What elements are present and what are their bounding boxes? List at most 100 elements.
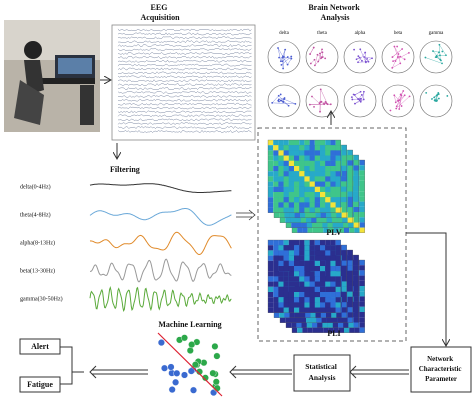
cell xyxy=(273,240,279,246)
cell xyxy=(353,317,359,323)
cell xyxy=(294,271,300,277)
cell xyxy=(347,276,353,282)
cell xyxy=(273,192,279,198)
cell xyxy=(295,217,301,223)
connection xyxy=(354,99,364,104)
cell xyxy=(321,317,327,323)
cell xyxy=(294,140,300,146)
cell xyxy=(359,296,365,302)
cell xyxy=(343,222,349,228)
cell xyxy=(294,297,300,303)
electrode xyxy=(281,56,284,59)
electrode xyxy=(350,96,353,99)
cell xyxy=(311,317,317,323)
electrode xyxy=(398,108,401,110)
cell xyxy=(288,281,294,287)
cell xyxy=(273,155,279,161)
cell xyxy=(314,192,320,198)
electrode xyxy=(355,58,358,61)
cell xyxy=(353,286,359,292)
cell xyxy=(320,171,326,177)
cell xyxy=(309,171,315,177)
cell xyxy=(306,317,312,323)
cell xyxy=(330,292,336,298)
connection xyxy=(392,48,403,58)
electrode xyxy=(323,103,326,106)
cell xyxy=(341,212,347,218)
cell xyxy=(283,176,289,182)
cell xyxy=(341,191,347,197)
cell xyxy=(335,276,341,282)
cell xyxy=(314,176,320,182)
connection xyxy=(394,95,396,103)
cell xyxy=(299,292,305,298)
cell xyxy=(330,276,336,282)
electrode xyxy=(446,95,449,97)
cell xyxy=(314,166,320,172)
eeg-trace xyxy=(117,28,252,32)
electrode xyxy=(397,56,399,58)
cell xyxy=(294,302,300,308)
cell xyxy=(327,222,333,228)
matrix xyxy=(267,139,341,213)
cell xyxy=(284,312,290,318)
electrode xyxy=(313,64,316,67)
text-line: Statistical xyxy=(305,362,337,371)
eeg-trace xyxy=(117,32,252,36)
electrode xyxy=(281,60,284,63)
cell xyxy=(288,207,294,213)
cell xyxy=(320,297,326,303)
cell xyxy=(335,145,341,151)
cell xyxy=(317,222,323,228)
connection xyxy=(436,54,446,57)
cell xyxy=(320,245,326,251)
cell xyxy=(294,245,300,251)
cell xyxy=(325,286,331,292)
cell xyxy=(312,227,318,233)
cell xyxy=(309,302,315,308)
connection xyxy=(277,47,282,62)
cell xyxy=(304,292,310,298)
cell xyxy=(304,181,310,187)
cell xyxy=(331,312,337,318)
cell xyxy=(314,186,320,192)
cell xyxy=(311,217,317,223)
electrode xyxy=(438,43,441,46)
ml-scatter xyxy=(157,334,221,397)
cell xyxy=(320,266,326,272)
eeg-trace xyxy=(117,91,252,94)
cell xyxy=(297,227,303,233)
cell xyxy=(330,260,336,266)
cell xyxy=(349,327,355,333)
eeg-trace xyxy=(117,67,252,71)
cell xyxy=(320,302,326,308)
cell xyxy=(304,192,310,198)
blue-point xyxy=(172,378,180,386)
cell xyxy=(341,245,347,251)
cell xyxy=(333,327,339,333)
cell xyxy=(268,176,274,182)
eeg-trace xyxy=(117,83,252,86)
title-line: Brain Network xyxy=(308,3,360,12)
cell xyxy=(283,160,289,166)
cell xyxy=(299,197,305,203)
cell xyxy=(330,197,336,203)
electrode xyxy=(278,100,280,103)
connectivity-box xyxy=(257,127,407,342)
cell xyxy=(341,276,347,282)
cell xyxy=(307,327,313,333)
cell xyxy=(283,250,289,256)
cell xyxy=(347,207,353,213)
electrode xyxy=(371,57,373,60)
electrode xyxy=(365,61,367,64)
cell xyxy=(288,307,294,313)
cell xyxy=(353,170,359,176)
cell xyxy=(320,271,326,277)
cell xyxy=(325,140,331,146)
cell xyxy=(304,297,310,303)
cell xyxy=(344,227,350,233)
eeg-trace xyxy=(117,71,252,75)
cell xyxy=(304,255,310,261)
cell xyxy=(288,266,294,272)
cell xyxy=(347,165,353,171)
